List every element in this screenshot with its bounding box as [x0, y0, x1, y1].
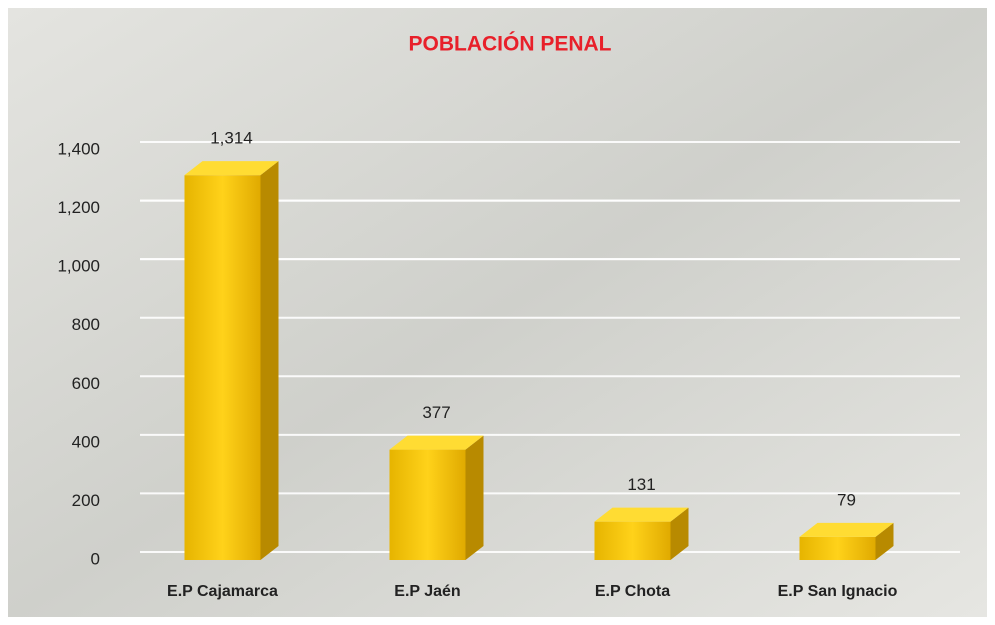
- bar-side: [260, 161, 279, 560]
- value-label: 131: [627, 475, 655, 494]
- value-label: 1,314: [210, 129, 253, 148]
- y-tick-label: 1,000: [57, 257, 100, 276]
- bar: [594, 507, 689, 560]
- x-tick-label: E.P Jaén: [394, 583, 460, 600]
- bar-front: [389, 449, 466, 560]
- bar-top: [184, 161, 279, 176]
- y-tick-label: 1,400: [57, 139, 100, 158]
- bar-side: [875, 522, 894, 560]
- y-tick-label: 1,200: [57, 198, 100, 217]
- bar-side: [670, 507, 689, 560]
- bar-side: [465, 435, 484, 560]
- y-tick-label: 600: [72, 374, 100, 393]
- x-tick-label: E.P San Ignacio: [778, 583, 898, 600]
- bar-front: [184, 175, 261, 560]
- y-tick-label: 400: [72, 432, 100, 451]
- bar: [184, 161, 279, 560]
- bar-top: [799, 522, 894, 537]
- value-label: 377: [422, 403, 450, 422]
- bar-front: [799, 536, 876, 560]
- bar: [389, 435, 484, 560]
- bar-front: [594, 521, 671, 560]
- value-label: 79: [837, 490, 856, 509]
- bar: [799, 522, 894, 560]
- y-tick-label: 0: [91, 549, 100, 568]
- y-tick-label: 800: [72, 315, 100, 334]
- chart-title: POBLACIÓN PENAL: [408, 32, 611, 56]
- bar-top: [594, 507, 689, 522]
- chart-background: [8, 8, 987, 617]
- bar-top: [389, 435, 484, 450]
- x-tick-label: E.P Chota: [595, 583, 670, 600]
- y-tick-label: 200: [72, 491, 100, 510]
- x-tick-label: E.P Cajamarca: [167, 583, 278, 600]
